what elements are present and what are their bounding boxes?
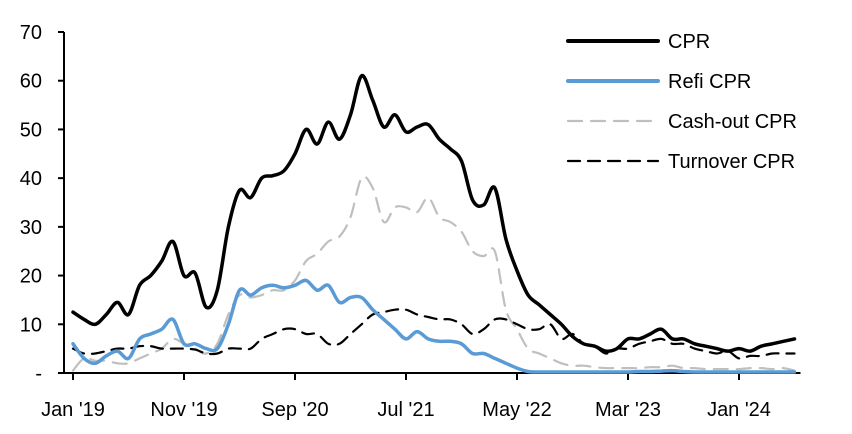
series-line-cpr [71,74,797,353]
x-tick-label: Nov '19 [150,399,217,421]
x-axis: Jan '19 Nov '19 Sep '20 Jul '21 May '22 Mar '… [41,372,801,421]
y-tick-label: - [35,363,42,385]
legend: CPR Refi CPR Cash-out CPR Turnover CPR [566,31,797,173]
legend-label: Turnover CPR [668,151,795,173]
x-tick-label: Jan '19 [41,399,105,421]
y-tick-label: 70 [20,22,42,44]
y-axis: - 10 20 30 40 50 60 70 [20,22,65,385]
x-tick-label: May '22 [482,399,551,421]
x-tick-label: Jul '21 [377,399,434,421]
series-line-refi-cpr [71,278,797,374]
y-tick-label: 50 [20,119,42,141]
y-tick-label: 30 [20,217,42,239]
series-line-turnover-cpr [71,308,796,360]
legend-label: Cash-out CPR [668,111,797,133]
legend-label: CPR [668,31,710,53]
series-group [71,74,797,374]
y-tick-label: 60 [20,71,42,93]
y-tick-label: 20 [20,266,42,288]
y-tick-label: 40 [20,168,42,190]
x-tick-label: Mar '23 [595,399,661,421]
y-tick-label: 10 [20,314,42,336]
series-line-cash-out-cpr [71,175,796,372]
x-tick-label: Sep '20 [261,399,328,421]
x-tick-label: Jan '24 [707,399,771,421]
legend-label: Refi CPR [668,71,751,93]
